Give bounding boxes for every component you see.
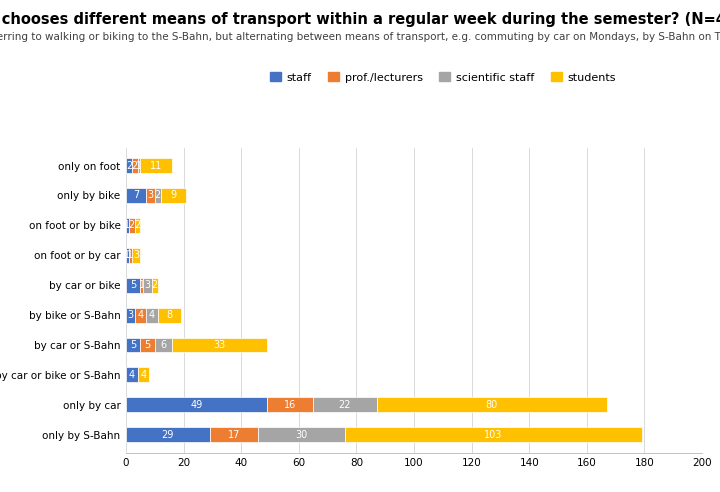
Text: 5: 5 — [130, 340, 136, 350]
Bar — [140, 338, 155, 352]
Text: 1: 1 — [125, 250, 130, 260]
Bar — [267, 398, 313, 412]
Bar — [146, 308, 158, 323]
Text: 4: 4 — [149, 310, 155, 320]
Text: 4: 4 — [129, 370, 135, 380]
Text: 3: 3 — [133, 250, 139, 260]
Bar — [129, 218, 135, 233]
Text: 11: 11 — [150, 160, 163, 171]
Text: 33: 33 — [213, 340, 226, 350]
Text: 2: 2 — [132, 160, 138, 171]
Text: 30: 30 — [295, 430, 308, 440]
Text: 103: 103 — [484, 430, 503, 440]
Text: 6: 6 — [161, 340, 166, 350]
Text: 1: 1 — [127, 250, 133, 260]
Bar — [132, 158, 138, 173]
Bar — [313, 398, 377, 412]
Bar — [345, 427, 642, 442]
Bar — [210, 427, 258, 442]
Bar — [140, 277, 143, 293]
Text: 1: 1 — [136, 160, 142, 171]
Bar — [132, 248, 140, 263]
Bar — [158, 308, 181, 323]
Bar — [126, 277, 140, 293]
Bar — [161, 188, 186, 203]
Bar — [126, 248, 129, 263]
Bar — [146, 188, 155, 203]
Bar — [172, 338, 267, 352]
Text: 22: 22 — [338, 400, 351, 410]
Legend: staff, prof./lecturers, scientific staff, students: staff, prof./lecturers, scientific staff… — [265, 68, 621, 87]
Bar — [126, 158, 132, 173]
Bar — [126, 338, 140, 352]
Text: 80: 80 — [485, 400, 498, 410]
Text: 7: 7 — [133, 190, 139, 200]
Bar — [377, 398, 607, 412]
Bar — [152, 277, 158, 293]
Bar — [135, 308, 146, 323]
Bar — [258, 427, 345, 442]
Bar — [138, 158, 140, 173]
Text: 2: 2 — [155, 190, 161, 200]
Text: 1: 1 — [125, 220, 130, 230]
Bar — [126, 427, 210, 442]
Bar — [155, 188, 161, 203]
Text: 3: 3 — [127, 310, 133, 320]
Text: 2: 2 — [135, 220, 140, 230]
Text: 17: 17 — [228, 430, 240, 440]
Bar — [126, 218, 129, 233]
Bar — [126, 308, 135, 323]
Text: 5: 5 — [130, 280, 136, 290]
Text: 8: 8 — [166, 310, 172, 320]
Text: 2: 2 — [129, 220, 135, 230]
Bar — [126, 368, 138, 382]
Text: 5: 5 — [145, 340, 150, 350]
Text: 4: 4 — [140, 370, 146, 380]
Text: Who chooses different means of transport within a regular week during the semest: Who chooses different means of transport… — [0, 12, 720, 27]
Bar — [126, 398, 267, 412]
Text: 9: 9 — [171, 190, 176, 200]
Bar — [129, 248, 132, 263]
Bar — [138, 368, 149, 382]
Text: 1: 1 — [139, 280, 145, 290]
Text: 49: 49 — [190, 400, 203, 410]
Bar — [135, 218, 140, 233]
Text: 3: 3 — [148, 190, 153, 200]
Text: 2: 2 — [126, 160, 132, 171]
Bar — [140, 158, 172, 173]
Text: 4: 4 — [138, 310, 143, 320]
Text: 2: 2 — [152, 280, 158, 290]
Bar — [143, 277, 152, 293]
Text: 3: 3 — [145, 280, 150, 290]
Bar — [155, 338, 172, 352]
Bar — [126, 188, 146, 203]
Text: *not referring to walking or biking to the S-Bahn, but alternating between means: *not referring to walking or biking to t… — [0, 32, 720, 42]
Text: 29: 29 — [161, 430, 174, 440]
Text: 16: 16 — [284, 400, 297, 410]
